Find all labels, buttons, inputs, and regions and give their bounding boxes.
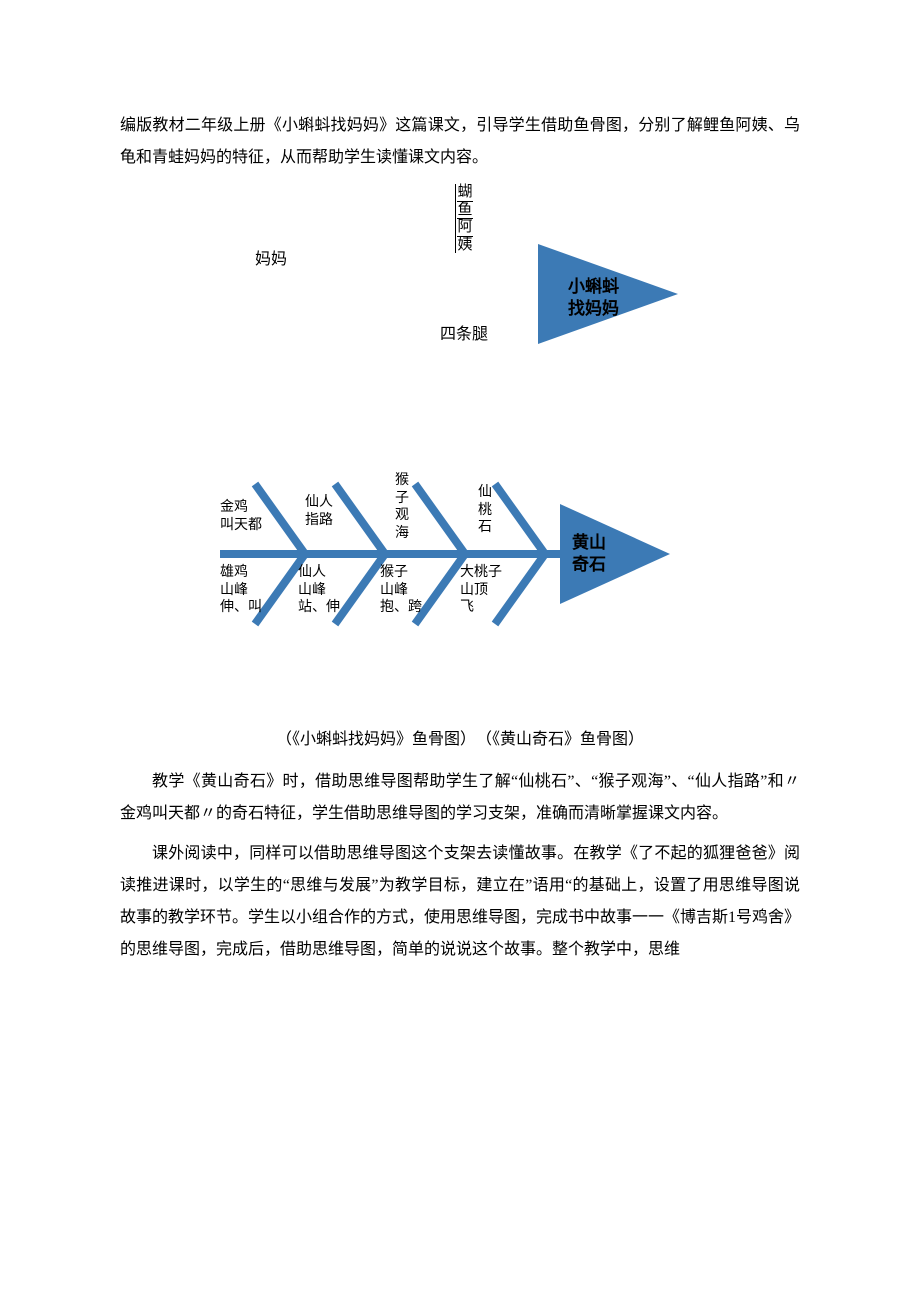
d1-head-text: 小蝌蚪 找妈妈 <box>568 276 619 320</box>
d1-head-line1: 小蝌蚪 <box>568 277 619 296</box>
d1-label-bottom: 四条腿 <box>440 319 488 351</box>
fb-head-line2: 奇石 <box>572 555 606 574</box>
diagram-tadpole-fishbone: 妈妈 蝴鱼阿姨 四条腿 小蝌蚪 找妈妈 <box>120 184 800 404</box>
d1-label-left: 妈妈 <box>255 244 287 276</box>
fb-head-text: 黄山 奇石 <box>572 532 606 576</box>
intro-paragraph: 编版教材二年级上册《小蝌蚪找妈妈》这篇课文，引导学生借助鱼骨图，分别了解鲤鱼阿姨… <box>120 110 800 174</box>
fb-bot-1: 雄鸡山峰伸、叫 <box>220 564 262 617</box>
fb-top-4: 仙桃石 <box>478 484 492 537</box>
fb-bot-2: 仙人山峰站、伸 <box>298 564 340 617</box>
fb-top-3: 猴子观海 <box>395 472 409 542</box>
d1-head-line2: 找妈妈 <box>568 299 619 318</box>
fb-bot-3: 猴子山峰抱、跨 <box>380 564 422 617</box>
d1-label-vertical: 蝴鱼阿姨 <box>455 184 473 253</box>
diagram-huangshan-fishbone: 金鸡叫天都 仙人指路 猴子观海 仙桃石 雄鸡山峰伸、叫 仙人山峰站、伸 猴子山峰… <box>220 454 800 694</box>
fb-bot-4: 大桃子山顶飞 <box>460 564 502 617</box>
fishbone-svg <box>220 454 700 654</box>
fb-head-line1: 黄山 <box>572 533 606 552</box>
fb-top-1: 金鸡叫天都 <box>220 499 262 534</box>
paragraph-2: 教学《黄山奇石》时，借助思维导图帮助学生了解“仙桃石”、“猴子观海”、“仙人指路… <box>120 766 800 830</box>
fb-top-2: 仙人指路 <box>305 494 333 529</box>
diagram-caption: （《小蝌蚪找妈妈》鱼骨图） （《黄山奇石》鱼骨图） <box>120 724 800 756</box>
document-page: 编版教材二年级上册《小蝌蚪找妈妈》这篇课文，引导学生借助鱼骨图，分别了解鲤鱼阿姨… <box>0 0 920 1034</box>
paragraph-3: 课外阅读中，同样可以借助思维导图这个支架去读懂故事。在教学《了不起的狐狸爸爸》阅… <box>120 838 800 966</box>
